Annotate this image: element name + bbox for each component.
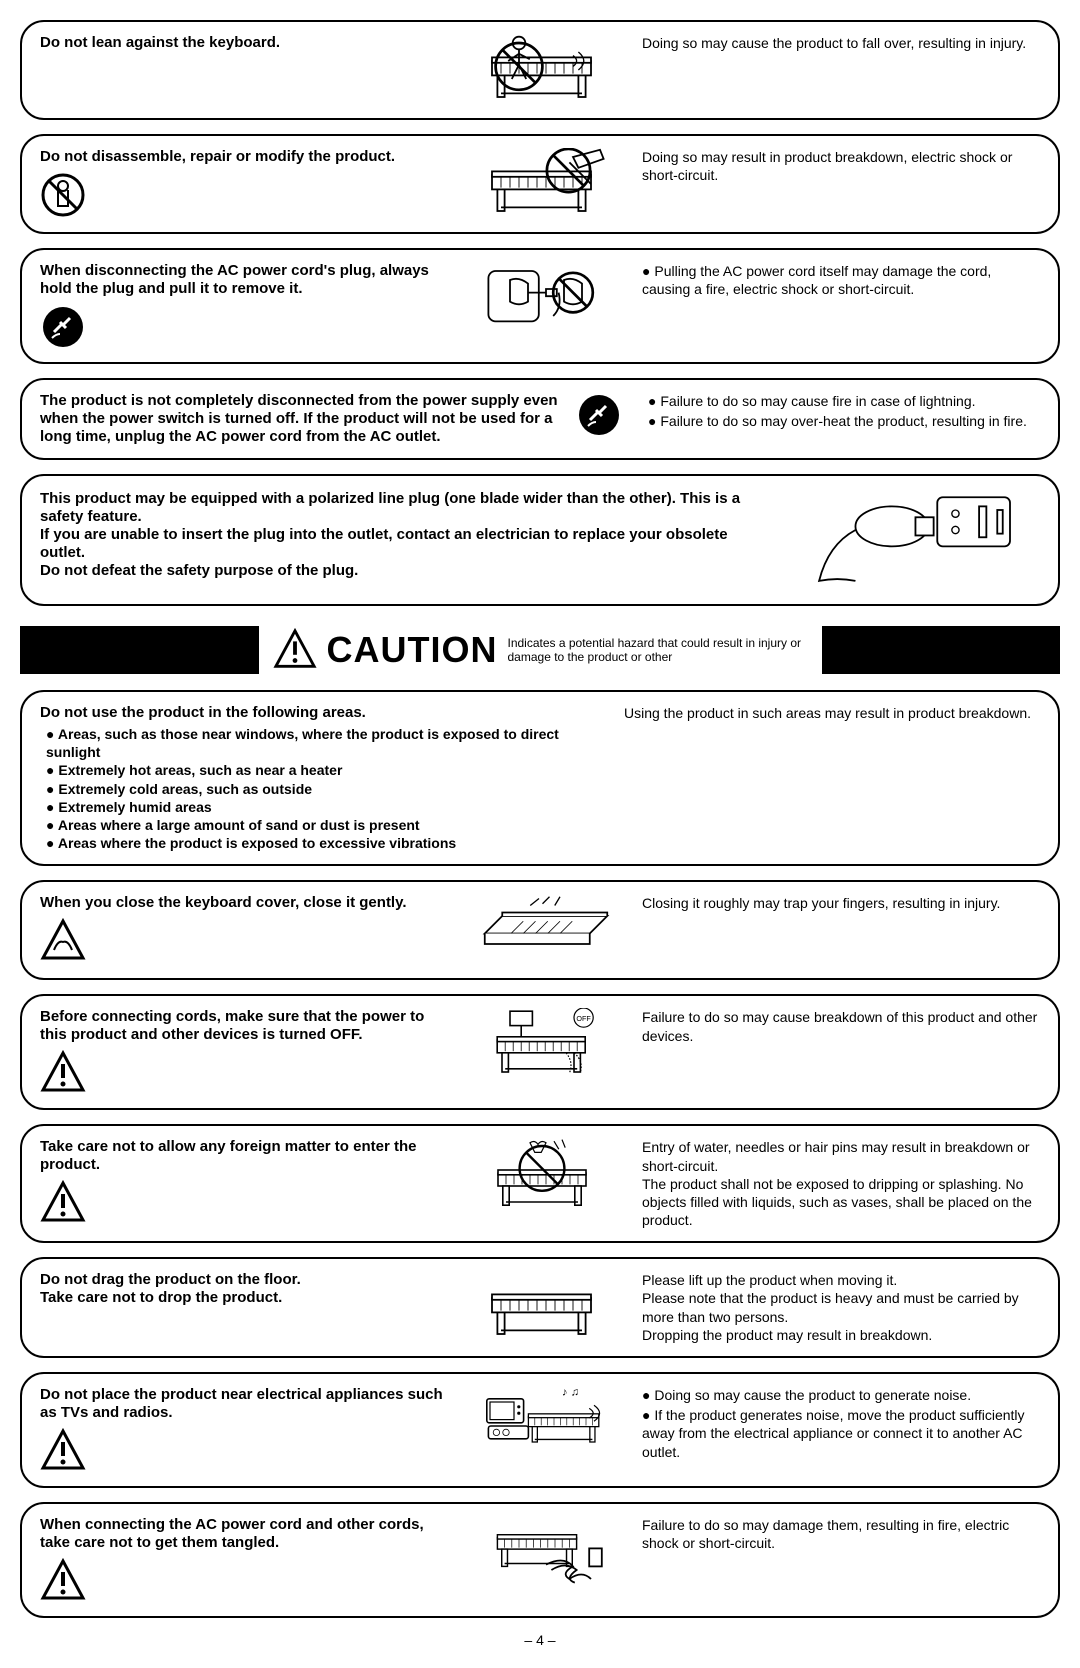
foreign-heading: Take care not to allow any foreign matte… bbox=[40, 1138, 450, 1174]
row-areas: Do not use the product in the following … bbox=[20, 690, 1060, 866]
unplug-illustration bbox=[466, 262, 626, 334]
row-cover: When you close the keyboard cover, close… bbox=[20, 880, 1060, 980]
polarized-illustration bbox=[780, 490, 1040, 590]
cords-off-text: Failure to do so may cause breakdown of … bbox=[642, 1008, 1040, 1044]
cords-off-heading: Before connecting cords, make sure that … bbox=[40, 1008, 450, 1044]
areas-b5: Areas where a large amount of sand or du… bbox=[46, 816, 600, 834]
row-foreign: Take care not to allow any foreign matte… bbox=[20, 1124, 1060, 1243]
areas-b2: Extremely hot areas, such as near a heat… bbox=[46, 761, 600, 779]
polarized-text: This product may be equipped with a pola… bbox=[40, 490, 756, 590]
cover-illustration bbox=[466, 894, 626, 966]
areas-b3: Extremely cold areas, such as outside bbox=[46, 780, 600, 798]
electrical-b2: If the product generates noise, move the… bbox=[642, 1406, 1040, 1461]
electrical-illustration: ♪ ♫ bbox=[466, 1386, 626, 1458]
disassemble-heading: Do not disassemble, repair or modify the… bbox=[40, 148, 450, 166]
page-number: – 4 – bbox=[20, 1632, 1060, 1648]
foreign-text: Entry of water, needles or hair pins may… bbox=[642, 1138, 1040, 1229]
row-tangled: When connecting the AC power cord and ot… bbox=[20, 1502, 1060, 1618]
areas-right-text: Using the product in such areas may resu… bbox=[624, 704, 1040, 852]
lean-heading: Do not lean against the keyboard. bbox=[40, 34, 450, 52]
row-drag: Do not drag the product on the floor. Ta… bbox=[20, 1257, 1060, 1358]
areas-heading: Do not use the product in the following … bbox=[40, 704, 600, 721]
svg-text:♪ ♫: ♪ ♫ bbox=[562, 1387, 579, 1399]
longtime-icon-col bbox=[576, 392, 632, 438]
drag-text: Please lift up the product when moving i… bbox=[642, 1271, 1040, 1344]
unplug-action-icon bbox=[576, 392, 622, 438]
alert-triangle-icon bbox=[40, 1558, 86, 1604]
row-disassemble: Do not disassemble, repair or modify the… bbox=[20, 134, 1060, 234]
disassemble-text: Doing so may result in product breakdown… bbox=[642, 148, 1040, 184]
hand-pinch-triangle-icon bbox=[40, 918, 86, 964]
caution-desc: Indicates a potential hazard that could … bbox=[508, 636, 808, 665]
row-lean: Do not lean against the keyboard. Doing … bbox=[20, 20, 1060, 120]
longtime-bullet-1: Failure to do so may cause fire in case … bbox=[648, 392, 1040, 410]
lean-illustration bbox=[466, 34, 626, 106]
unplug-heading: When disconnecting the AC power cord's p… bbox=[40, 262, 450, 298]
row-unplug: When disconnecting the AC power cord's p… bbox=[20, 248, 1060, 364]
drag-heading: Do not drag the product on the floor. Ta… bbox=[40, 1271, 450, 1307]
row-longtime: The product is not completely disconnect… bbox=[20, 378, 1060, 460]
lean-text: Doing so may cause the product to fall o… bbox=[642, 34, 1040, 52]
alert-triangle-icon bbox=[40, 1050, 86, 1096]
unplug-action-icon bbox=[40, 304, 86, 350]
electrical-heading: Do not place the product near electrical… bbox=[40, 1386, 450, 1422]
row-cords-off: Before connecting cords, make sure that … bbox=[20, 994, 1060, 1110]
cords-off-illustration: OFF bbox=[466, 1008, 626, 1080]
alert-triangle-icon bbox=[40, 1428, 86, 1474]
row-polarized: This product may be equipped with a pola… bbox=[20, 474, 1060, 606]
areas-b1: Areas, such as those near windows, where… bbox=[46, 725, 600, 761]
svg-text:OFF: OFF bbox=[576, 1014, 591, 1023]
cover-heading: When you close the keyboard cover, close… bbox=[40, 894, 450, 912]
areas-b4: Extremely humid areas bbox=[46, 798, 600, 816]
caution-triangle-icon bbox=[273, 628, 317, 672]
tangled-text: Failure to do so may damage them, result… bbox=[642, 1516, 1040, 1552]
areas-b6: Areas where the product is exposed to ex… bbox=[46, 834, 600, 852]
disassemble-illustration bbox=[466, 148, 626, 220]
electrical-b1: Doing so may cause the product to genera… bbox=[642, 1386, 1040, 1404]
foreign-illustration bbox=[466, 1138, 626, 1210]
prohibit-disassemble-icon bbox=[40, 172, 86, 218]
row-electrical: Do not place the product near electrical… bbox=[20, 1372, 1060, 1488]
tangled-illustration bbox=[466, 1516, 626, 1588]
drag-illustration bbox=[466, 1271, 626, 1343]
longtime-bullet-2: Failure to do so may over-heat the produ… bbox=[648, 412, 1040, 430]
unplug-bullet: Pulling the AC power cord itself may dam… bbox=[642, 262, 1040, 298]
cover-text: Closing it roughly may trap your fingers… bbox=[642, 894, 1040, 912]
safety-page: Do not lean against the keyboard. Doing … bbox=[20, 20, 1060, 1648]
longtime-heading: The product is not completely disconnect… bbox=[40, 392, 560, 446]
alert-triangle-icon bbox=[40, 1180, 86, 1226]
tangled-heading: When connecting the AC power cord and ot… bbox=[40, 1516, 450, 1552]
caution-banner: CAUTION Indicates a potential hazard tha… bbox=[20, 626, 1060, 674]
caution-word: CAUTION bbox=[327, 629, 498, 671]
